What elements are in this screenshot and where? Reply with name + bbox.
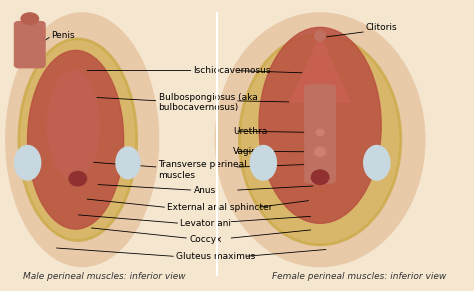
Ellipse shape <box>311 170 329 184</box>
FancyBboxPatch shape <box>15 22 45 68</box>
Text: Gluteus maximus: Gluteus maximus <box>176 252 255 261</box>
Text: Male perineal muscles: inferior view: Male perineal muscles: inferior view <box>23 272 186 281</box>
Text: Anus: Anus <box>193 186 216 195</box>
Text: Clitoris: Clitoris <box>366 23 398 32</box>
Text: Coccyx: Coccyx <box>189 235 222 244</box>
Text: Female perineal muscles: inferior view: Female perineal muscles: inferior view <box>272 272 447 281</box>
Text: Vagina: Vagina <box>233 147 263 156</box>
Text: Urethra: Urethra <box>233 127 267 136</box>
Ellipse shape <box>69 171 87 186</box>
Text: Transverse perineal
muscles: Transverse perineal muscles <box>158 160 247 180</box>
FancyBboxPatch shape <box>305 85 336 183</box>
Text: Penis: Penis <box>52 31 75 40</box>
Ellipse shape <box>15 146 41 180</box>
Text: Levator ani: Levator ani <box>181 219 231 228</box>
Ellipse shape <box>116 147 140 179</box>
Text: External anal sphincter: External anal sphincter <box>167 203 273 212</box>
Ellipse shape <box>316 129 324 136</box>
Text: Bulbospongiosus (aka
bulbocavernosus): Bulbospongiosus (aka bulbocavernosus) <box>158 93 257 112</box>
Ellipse shape <box>19 39 137 241</box>
Ellipse shape <box>315 147 326 157</box>
Ellipse shape <box>21 13 38 24</box>
Ellipse shape <box>259 27 381 223</box>
Ellipse shape <box>364 146 390 180</box>
Ellipse shape <box>239 35 401 245</box>
Ellipse shape <box>250 146 276 180</box>
Ellipse shape <box>6 13 158 267</box>
Text: Ischiocavernosus: Ischiocavernosus <box>193 66 271 75</box>
Ellipse shape <box>27 50 124 229</box>
Ellipse shape <box>47 70 100 180</box>
Ellipse shape <box>215 13 425 267</box>
Polygon shape <box>290 36 351 102</box>
Ellipse shape <box>315 31 326 41</box>
